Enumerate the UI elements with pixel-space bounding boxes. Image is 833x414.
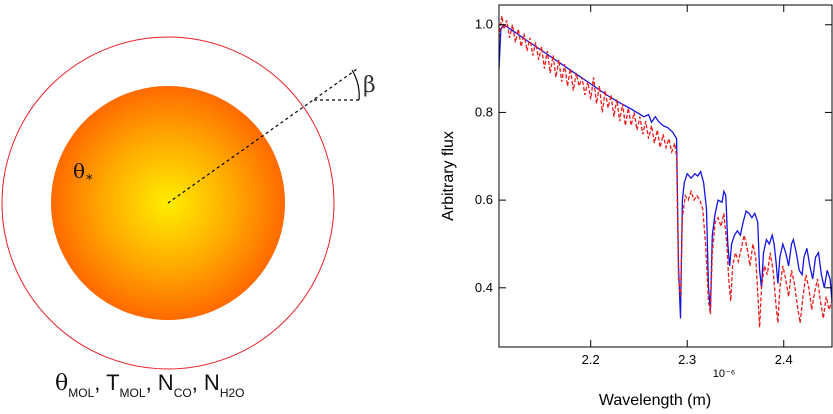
x-scale-label: 10⁻⁶ [713, 368, 736, 380]
spectrum-chart: 2.2 2.3 2.4 0.4 0.6 0.8 1.0 10⁻⁶ Wavelength (m… [440, 4, 833, 409]
molecular-shell-circle [1, 36, 335, 370]
line-of-sight [167, 68, 358, 204]
star-angular-diameter-label: θ* [73, 159, 93, 188]
star-shell-diagram: β θ* θMOL, TMOL, NCO, NH2O [1, 36, 376, 400]
model-spectrum-line [498, 23, 833, 319]
tick-layer: 2.2 2.3 2.4 0.4 0.6 0.8 1.0 [475, 5, 832, 367]
y-tick-label: 0.8 [475, 104, 493, 119]
x-tick-label: 2.4 [775, 352, 793, 367]
plot-frame [498, 4, 833, 348]
y-tick-label: 0.4 [475, 280, 493, 295]
angle-beta-label: β [363, 73, 376, 98]
y-axis-label: Arbitrary flux [440, 131, 457, 221]
observed-spectrum-line [498, 15, 833, 328]
y-tick-label: 0.6 [475, 192, 493, 207]
angle-arc [351, 69, 360, 101]
x-tick-label: 2.3 [678, 352, 696, 367]
model-parameters-label: θMOL, TMOL, NCO, NH2O [55, 370, 245, 400]
x-tick-label: 2.2 [582, 352, 600, 367]
x-axis-label: Wavelength (m) [599, 392, 711, 409]
series-layer [498, 15, 833, 328]
y-tick-label: 1.0 [475, 17, 493, 32]
